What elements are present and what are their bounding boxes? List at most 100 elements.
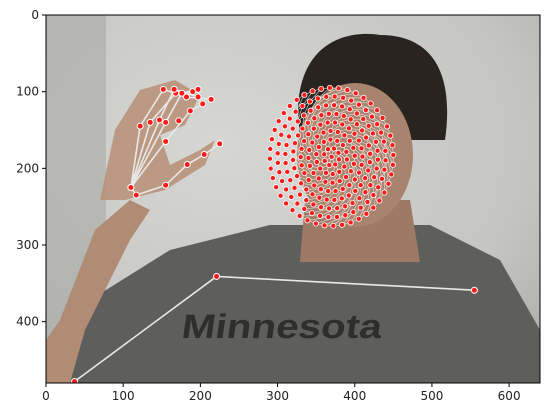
face-landmark-point [352, 90, 359, 97]
face-landmark-point [342, 212, 349, 219]
face-mesh-line [315, 216, 338, 224]
face-landmark-point [335, 156, 342, 163]
landmark-connection [130, 141, 167, 188]
face-landmark-point [347, 219, 354, 226]
face-mesh-line [358, 104, 378, 111]
face-landmark-point [342, 174, 349, 181]
face-mesh-line [365, 109, 383, 119]
y-tick-label: 0 [31, 8, 39, 22]
face-landmark-point [291, 165, 298, 172]
face-landmark-point [318, 204, 325, 211]
face-mesh-line [307, 216, 329, 221]
face-landmark-point [367, 100, 374, 107]
face-mesh-line [326, 89, 348, 98]
face-landmark-point [320, 138, 327, 145]
face-landmark-point [322, 178, 329, 185]
face-landmark-point [290, 156, 297, 163]
face-landmark-point [330, 222, 337, 229]
x-tick-label: 600 [498, 389, 521, 403]
face-landmark-point [310, 201, 317, 208]
face-landmark-point [335, 149, 342, 156]
face-landmark-point [299, 125, 306, 132]
landmark-connection [216, 275, 475, 292]
face-landmark-point [289, 207, 296, 214]
face-landmark-point [293, 96, 300, 103]
face-landmark-point [380, 138, 387, 145]
face-landmark-point [365, 122, 372, 129]
x-tick-label: 400 [343, 389, 366, 403]
face-landmark-point [342, 203, 349, 210]
face-landmark-point [368, 113, 375, 120]
landmark-point [186, 107, 194, 115]
face-landmark-point [345, 125, 352, 132]
face-landmark-point [362, 189, 369, 196]
face-landmark-point [346, 182, 353, 189]
face-landmark-point [273, 184, 280, 191]
face-mesh-line [319, 207, 338, 217]
x-tick-label: 200 [189, 389, 212, 403]
face-landmark-point [267, 145, 274, 152]
face-landmark-point [358, 145, 365, 152]
face-landmark-point [381, 189, 388, 196]
face-landmark-point [317, 186, 324, 193]
face-landmark-point [326, 205, 333, 212]
face-landmark-point [286, 115, 293, 122]
face-landmark-point [315, 104, 322, 111]
face-landmark-point [329, 179, 336, 186]
face-landmark-point [334, 137, 341, 144]
face-landmark-point [390, 151, 397, 158]
landmark-point [162, 118, 170, 126]
landmark-connection [74, 275, 218, 383]
face-landmark-point [308, 210, 315, 217]
face-landmark-point [330, 145, 337, 152]
face-landmark-point [331, 102, 338, 109]
landmark-point [213, 272, 221, 280]
face-landmark-point [309, 139, 316, 146]
face-landmark-point [278, 131, 285, 138]
face-landmark-point [360, 116, 367, 123]
face-mesh-line [271, 139, 279, 163]
face-landmark-point [362, 175, 369, 182]
face-landmark-point [303, 186, 310, 193]
face-landmark-point [323, 102, 330, 109]
landmark-point [216, 140, 224, 148]
face-landmark-point [332, 119, 339, 126]
face-landmark-point [298, 145, 305, 152]
landmark-connection [139, 88, 165, 127]
face-landmark-point [296, 191, 303, 198]
face-landmark-point [374, 156, 381, 163]
face-landmark-point [313, 158, 320, 165]
face-landmark-point [372, 138, 379, 145]
face-landmark-point [351, 176, 358, 183]
face-landmark-point [303, 197, 310, 204]
face-landmark-point [325, 110, 332, 117]
face-landmark-point [271, 126, 278, 133]
face-landmark-point [316, 194, 323, 201]
landmark-connection [130, 121, 167, 188]
face-landmark-point [358, 161, 365, 168]
landmark-point [183, 161, 191, 168]
face-landmark-point [375, 184, 382, 191]
face-landmark-point [363, 210, 370, 217]
shirt-shape [46, 225, 540, 383]
landmark-point [155, 116, 163, 124]
face-landmark-point [331, 93, 338, 100]
face-landmark-point [275, 118, 282, 125]
face-landmark-point [341, 163, 348, 170]
face-mesh-line [317, 87, 339, 99]
face-landmark-point [364, 198, 371, 205]
face-mesh-line [358, 201, 368, 219]
face-landmark-point [276, 169, 283, 176]
face-landmark-point [329, 171, 336, 178]
face-landmark-point [315, 144, 322, 151]
landmark-point [127, 184, 135, 191]
x-tick-label: 300 [266, 389, 289, 403]
face-mesh-line [366, 194, 374, 214]
face-mesh-line [280, 113, 285, 135]
face-landmark-point [274, 150, 281, 157]
face-mesh-line [325, 97, 344, 106]
face-landmark-point [331, 196, 338, 203]
face-mesh-line [269, 148, 280, 173]
face-landmark-point [350, 209, 357, 216]
face-mesh-line [284, 105, 291, 127]
